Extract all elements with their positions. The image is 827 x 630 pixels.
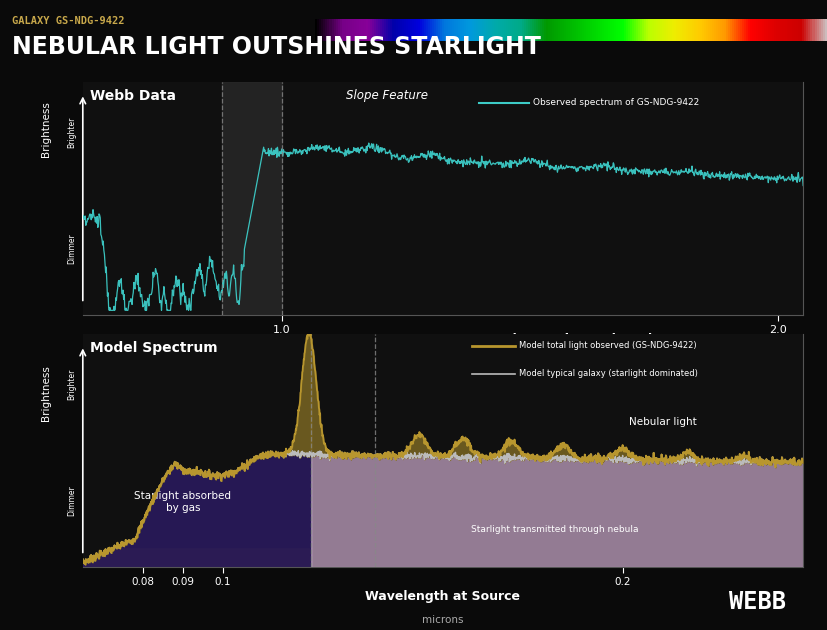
Text: Brighter: Brighter bbox=[68, 117, 76, 148]
Text: Brightness: Brightness bbox=[41, 101, 50, 157]
Text: Nebular light: Nebular light bbox=[629, 418, 696, 428]
Text: Webb Data: Webb Data bbox=[90, 89, 176, 103]
Text: Starlight absorbed
by gas: Starlight absorbed by gas bbox=[134, 491, 231, 513]
Text: Dimmer: Dimmer bbox=[68, 485, 76, 516]
Text: Observed spectrum of GS-NDG-9422: Observed spectrum of GS-NDG-9422 bbox=[533, 98, 699, 107]
Text: Model typical galaxy (starlight dominated): Model typical galaxy (starlight dominate… bbox=[518, 369, 696, 378]
Text: Wavelength at Source: Wavelength at Source bbox=[365, 590, 520, 603]
Text: NEBULAR LIGHT OUTSHINES STARLIGHT: NEBULAR LIGHT OUTSHINES STARLIGHT bbox=[12, 35, 541, 59]
Text: Starlight transmitted through nebula: Starlight transmitted through nebula bbox=[471, 525, 638, 534]
Text: Brightness: Brightness bbox=[41, 365, 50, 421]
Text: microns: microns bbox=[422, 615, 463, 625]
Bar bbox=[222, 82, 281, 315]
Text: WEBB: WEBB bbox=[728, 590, 785, 614]
Text: Model Spectrum: Model Spectrum bbox=[90, 341, 218, 355]
Text: GALAXY GS-NDG-9422: GALAXY GS-NDG-9422 bbox=[12, 16, 125, 26]
Bar bbox=[222, 82, 281, 315]
Text: Dimmer: Dimmer bbox=[68, 233, 76, 264]
Text: Model total light observed (GS-NDG-9422): Model total light observed (GS-NDG-9422) bbox=[518, 341, 696, 350]
Text: Observed Wavelength: Observed Wavelength bbox=[502, 333, 657, 346]
Text: microns: microns bbox=[558, 358, 600, 369]
Text: Brighter: Brighter bbox=[68, 369, 76, 400]
Text: Slope Feature: Slope Feature bbox=[346, 89, 428, 102]
